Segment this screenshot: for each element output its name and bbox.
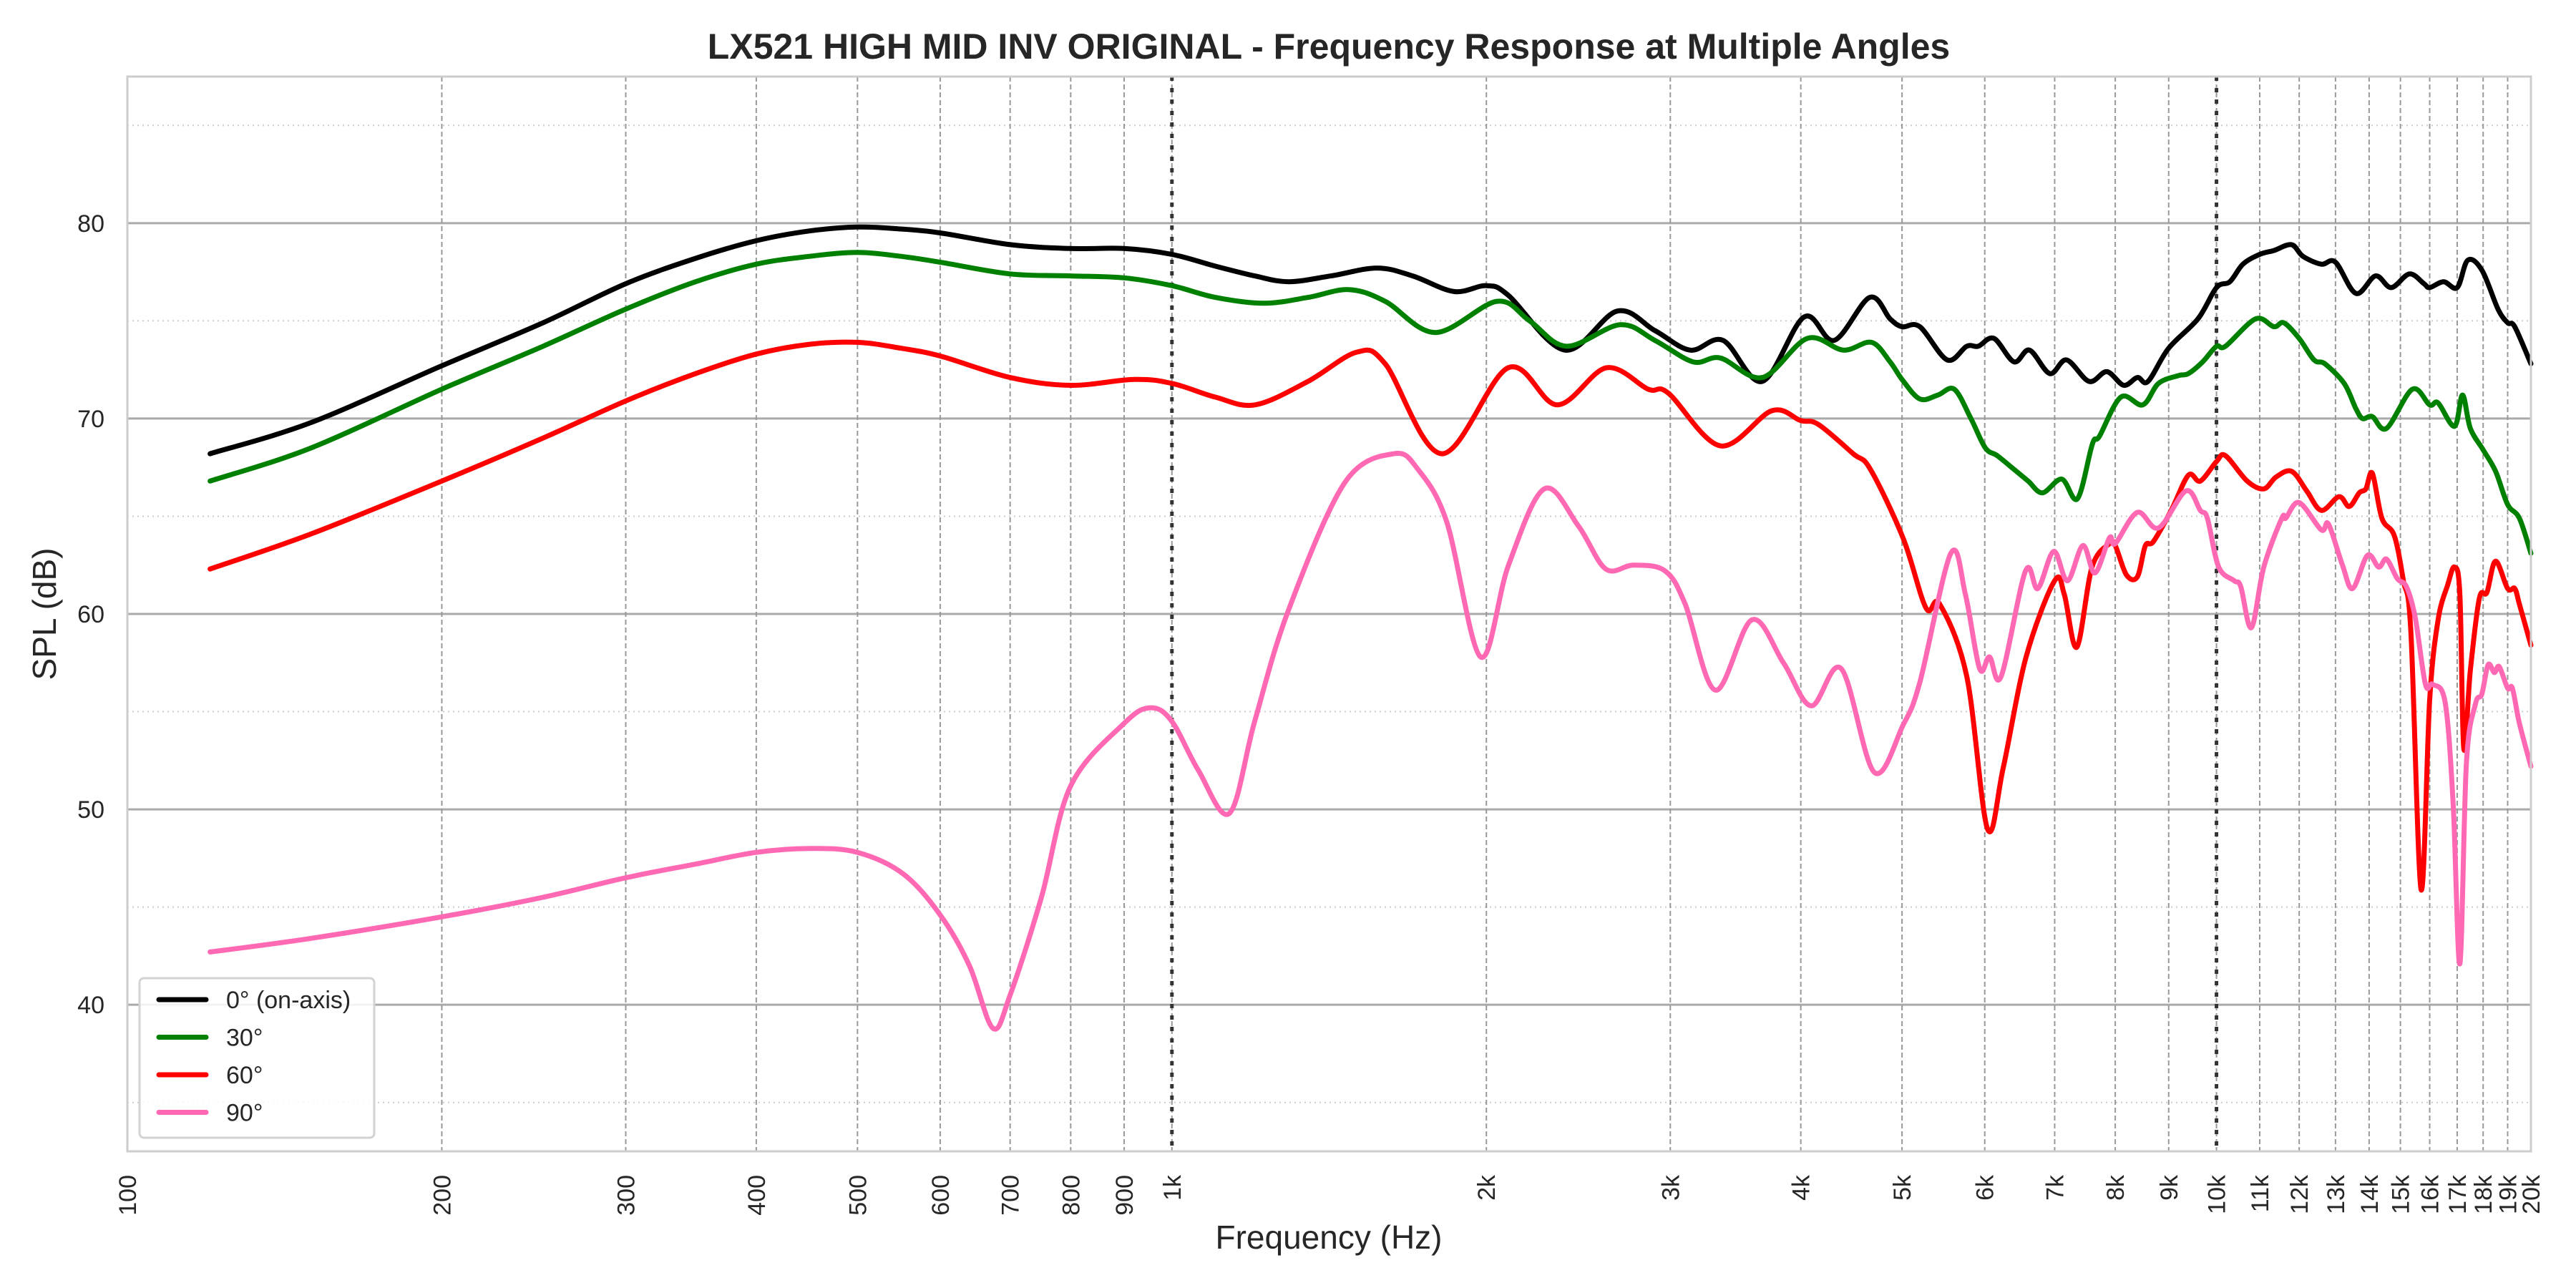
legend-label-60: 60° <box>226 1062 263 1089</box>
legend-box <box>138 977 376 1139</box>
grid <box>127 77 2531 1151</box>
series-line-90 <box>208 450 2534 1032</box>
y-tick-label: 50 <box>77 796 104 824</box>
y-axis-label: SPL (dB) <box>26 548 63 680</box>
series-line-60 <box>208 339 2534 893</box>
x-tick-label: 300 <box>613 1175 640 1216</box>
x-tick-label: 3k <box>1657 1174 1684 1201</box>
x-tick-label: 13k <box>2323 1174 2350 1214</box>
chart-title: LX521 HIGH MID INV ORIGINAL - Frequency … <box>708 26 1950 67</box>
series-line-30 <box>208 250 2534 556</box>
x-tick-label: 1k <box>1159 1174 1186 1201</box>
legend-label-0-on-axis: 0° (on-axis) <box>226 987 351 1014</box>
y-tick-label: 40 <box>77 992 104 1019</box>
y-tick-labels: 40 50 60 70 80 <box>77 210 104 1019</box>
x-tick-labels: 100 200 300 400 500 600 700 800 900 1k 2k 3k 4k 5k 6k 7… <box>114 1174 2545 1216</box>
x-tick-label: 900 <box>1111 1175 1138 1216</box>
x-tick-label: 20k <box>2518 1174 2545 1214</box>
legend-label-90: 90° <box>226 1100 263 1127</box>
x-tick-label: 800 <box>1058 1175 1085 1216</box>
x-tick-label: 6k <box>1972 1174 1999 1201</box>
x-tick-label: 600 <box>927 1175 955 1216</box>
legend-label-30: 30° <box>226 1025 263 1052</box>
x-tick-label: 200 <box>429 1175 456 1216</box>
x-axis-label: Frequency (Hz) <box>1216 1219 1443 1256</box>
x-tick-label: 15k <box>2388 1174 2415 1214</box>
series-line-0-on-axis <box>208 224 2534 457</box>
x-tick-label: 11k <box>2247 1174 2274 1212</box>
x-tick-label: 5k <box>1889 1174 1916 1201</box>
x-tick-label: 9k <box>2156 1174 2183 1201</box>
plot-frame <box>126 75 2532 1153</box>
x-tick-label: 8k <box>2102 1174 2129 1201</box>
x-tick-label: 2k <box>1473 1174 1501 1201</box>
x-tick-label: 400 <box>743 1175 771 1216</box>
x-tick-label: 14k <box>2356 1174 2384 1214</box>
x-tick-label: 17k <box>2444 1174 2472 1214</box>
x-tick-label: 12k <box>2286 1174 2313 1214</box>
x-tick-label: 16k <box>2417 1174 2444 1214</box>
x-tick-label: 18k <box>2470 1174 2497 1214</box>
x-tick-label: 19k <box>2494 1174 2522 1214</box>
x-tick-label: 100 <box>114 1175 142 1216</box>
x-tick-label: 500 <box>844 1175 872 1216</box>
legend: 0° (on-axis) 30° 60° 90° <box>138 977 376 1139</box>
series-group <box>208 224 2534 1032</box>
x-tick-label: 10k <box>2204 1174 2231 1214</box>
y-tick-label: 80 <box>77 210 104 238</box>
x-tick-label: 7k <box>2041 1174 2069 1201</box>
x-tick-label: 700 <box>997 1175 1025 1216</box>
y-tick-label: 60 <box>77 601 104 628</box>
y-tick-label: 70 <box>77 406 104 433</box>
reference-lines <box>1170 77 2219 1151</box>
x-tick-label: 4k <box>1788 1174 1815 1201</box>
